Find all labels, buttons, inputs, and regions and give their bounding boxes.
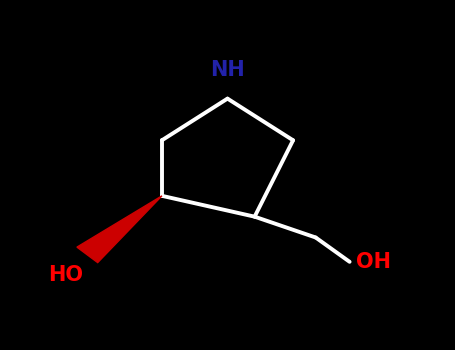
Polygon shape [77,196,162,262]
Text: HO: HO [48,265,83,285]
Text: NH: NH [210,60,245,79]
Text: OH: OH [356,252,391,272]
